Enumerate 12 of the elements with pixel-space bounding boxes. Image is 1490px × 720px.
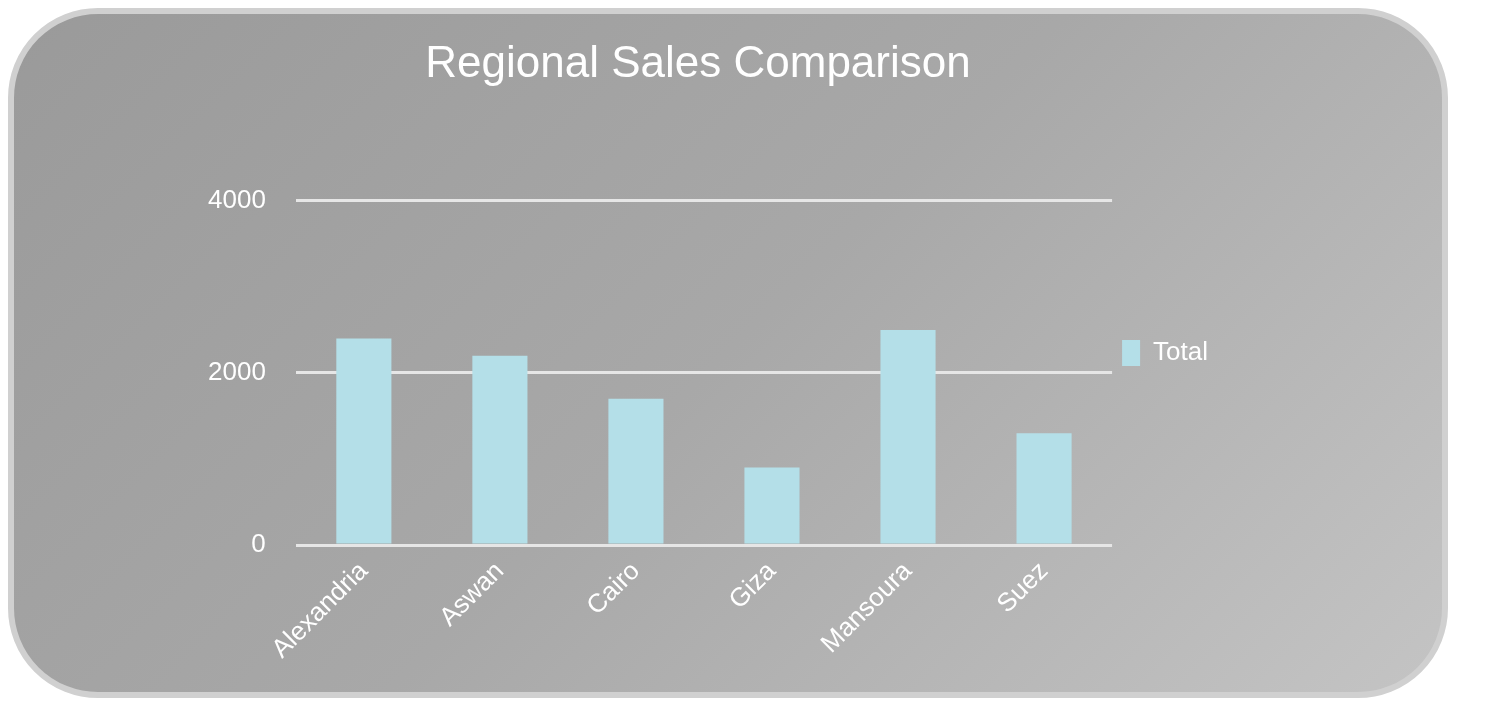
y-tick-label: 4000 (208, 183, 266, 214)
bar (472, 355, 528, 544)
bar (880, 329, 936, 544)
bar (744, 467, 800, 544)
y-tick-label: 2000 (208, 356, 266, 387)
chart-title: Regional Sales Comparison (425, 36, 971, 86)
bar (608, 398, 664, 544)
x-tick-label: Giza (722, 554, 782, 615)
bar (1016, 433, 1072, 544)
legend-label: Total (1153, 336, 1208, 367)
bar (336, 338, 392, 544)
y-tick-label: 0 (251, 528, 266, 559)
